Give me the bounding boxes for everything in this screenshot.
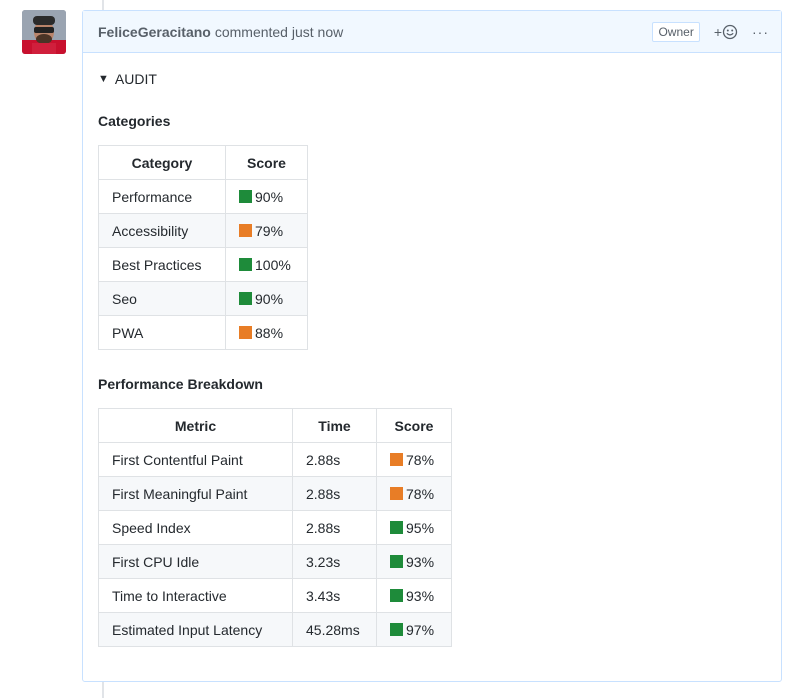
category-name: Performance bbox=[98, 179, 226, 214]
metric-time: 3.43s bbox=[292, 578, 377, 613]
categories-header-category: Category bbox=[98, 145, 226, 180]
table-row: First Contentful Paint 2.88s 78% bbox=[98, 442, 452, 477]
breakdown-title: Performance Breakdown bbox=[98, 376, 263, 392]
comment-menu-button[interactable]: ··· bbox=[752, 24, 769, 40]
score-value: 78% bbox=[406, 485, 435, 502]
metric-time: 2.88s bbox=[292, 510, 377, 545]
add-reaction-button[interactable]: + bbox=[714, 24, 738, 40]
status-good-square-icon bbox=[390, 588, 403, 602]
category-name: Best Practices bbox=[98, 247, 226, 282]
status-good-square-icon bbox=[390, 622, 403, 636]
metric-name: Time to Interactive bbox=[98, 578, 293, 613]
audit-details-toggle[interactable]: ▼ AUDIT bbox=[98, 71, 766, 87]
table-row: Performance 90% bbox=[98, 179, 308, 214]
score-cell: 97% bbox=[376, 612, 452, 647]
reaction-plus-label: + bbox=[713, 24, 722, 40]
comment-card: FeliceGeracitano commented just now Owne… bbox=[82, 10, 782, 682]
score-value: 97% bbox=[406, 621, 435, 638]
score-value: 90% bbox=[255, 290, 284, 307]
score-value: 93% bbox=[406, 553, 435, 570]
category-name: Seo bbox=[98, 281, 226, 316]
score-value: 95% bbox=[406, 519, 435, 536]
metric-name: First CPU Idle bbox=[98, 544, 293, 579]
categories-header-row: Category Score bbox=[98, 145, 308, 180]
metric-name: First Contentful Paint bbox=[98, 442, 293, 477]
score-cell: 90% bbox=[225, 281, 308, 316]
metric-name: Speed Index bbox=[98, 510, 293, 545]
breakdown-header-row: Metric Time Score bbox=[98, 408, 452, 443]
score-cell: 78% bbox=[376, 476, 452, 511]
score-value: 79% bbox=[255, 222, 284, 239]
score-cell: 78% bbox=[376, 442, 452, 477]
table-row: First CPU Idle 3.23s 93% bbox=[98, 544, 452, 579]
category-name: PWA bbox=[98, 315, 226, 350]
categories-table: Category Score Performance 90% Accessibili… bbox=[98, 145, 308, 350]
comment-body: ▼ AUDIT Categories Category Score Perfor… bbox=[83, 53, 781, 661]
categories-table-body: Performance 90% Accessibility 79% Best Pract… bbox=[98, 179, 308, 350]
score-cell: 93% bbox=[376, 544, 452, 579]
comment-header-actions: Owner + ··· bbox=[652, 11, 769, 53]
comment-author[interactable]: FeliceGeracitano bbox=[98, 23, 211, 40]
score-cell: 88% bbox=[225, 315, 308, 350]
status-good-square-icon bbox=[239, 189, 252, 203]
status-good-square-icon bbox=[390, 554, 403, 568]
metric-time: 3.23s bbox=[292, 544, 377, 579]
breakdown-header-score: Score bbox=[376, 408, 452, 443]
score-cell: 79% bbox=[225, 213, 308, 248]
categories-title: Categories bbox=[98, 113, 171, 129]
avatar-image bbox=[22, 10, 66, 54]
table-row: Time to Interactive 3.43s 93% bbox=[98, 578, 452, 613]
breakdown-table-body: First Contentful Paint 2.88s 78% First Mean… bbox=[98, 442, 452, 647]
categories-header-score: Score bbox=[225, 145, 308, 180]
status-average-square-icon bbox=[390, 452, 403, 466]
score-value: 78% bbox=[406, 451, 435, 468]
table-row: Accessibility 79% bbox=[98, 213, 308, 248]
breakdown-header-time: Time bbox=[292, 408, 377, 443]
metric-name: Estimated Input Latency bbox=[98, 612, 293, 647]
status-good-square-icon bbox=[390, 520, 403, 534]
smiley-icon bbox=[722, 24, 738, 40]
avatar[interactable] bbox=[22, 10, 66, 54]
comment-header: FeliceGeracitano commented just now Owne… bbox=[83, 11, 781, 53]
table-row: Best Practices 100% bbox=[98, 247, 308, 282]
metric-name: First Meaningful Paint bbox=[98, 476, 293, 511]
breakdown-table: Metric Time Score First Contentful Paint… bbox=[98, 408, 452, 647]
metric-time: 2.88s bbox=[292, 442, 377, 477]
status-average-square-icon bbox=[390, 486, 403, 500]
breakdown-header-metric: Metric bbox=[98, 408, 293, 443]
score-value: 88% bbox=[255, 324, 284, 341]
table-row: Seo 90% bbox=[98, 281, 308, 316]
table-row: First Meaningful Paint 2.88s 78% bbox=[98, 476, 452, 511]
metric-time: 45.28ms bbox=[292, 612, 377, 647]
metric-time: 2.88s bbox=[292, 476, 377, 511]
table-row: Estimated Input Latency 45.28ms 97% bbox=[98, 612, 452, 647]
status-average-square-icon bbox=[239, 325, 252, 339]
table-row: Speed Index 2.88s 95% bbox=[98, 510, 452, 545]
triangle-down-icon: ▼ bbox=[98, 73, 109, 85]
score-cell: 100% bbox=[225, 247, 308, 282]
score-cell: 95% bbox=[376, 510, 452, 545]
status-good-square-icon bbox=[239, 257, 252, 271]
score-cell: 90% bbox=[225, 179, 308, 214]
score-value: 90% bbox=[255, 188, 284, 205]
status-average-square-icon bbox=[239, 223, 252, 237]
table-row: PWA 88% bbox=[98, 315, 308, 350]
comment-action: commented just now bbox=[214, 23, 344, 40]
score-value: 93% bbox=[406, 587, 435, 604]
owner-badge: Owner bbox=[652, 22, 700, 42]
score-cell: 93% bbox=[376, 578, 452, 613]
status-good-square-icon bbox=[239, 291, 252, 305]
audit-summary-label: AUDIT bbox=[114, 71, 157, 87]
category-name: Accessibility bbox=[98, 213, 226, 248]
score-value: 100% bbox=[255, 256, 291, 273]
